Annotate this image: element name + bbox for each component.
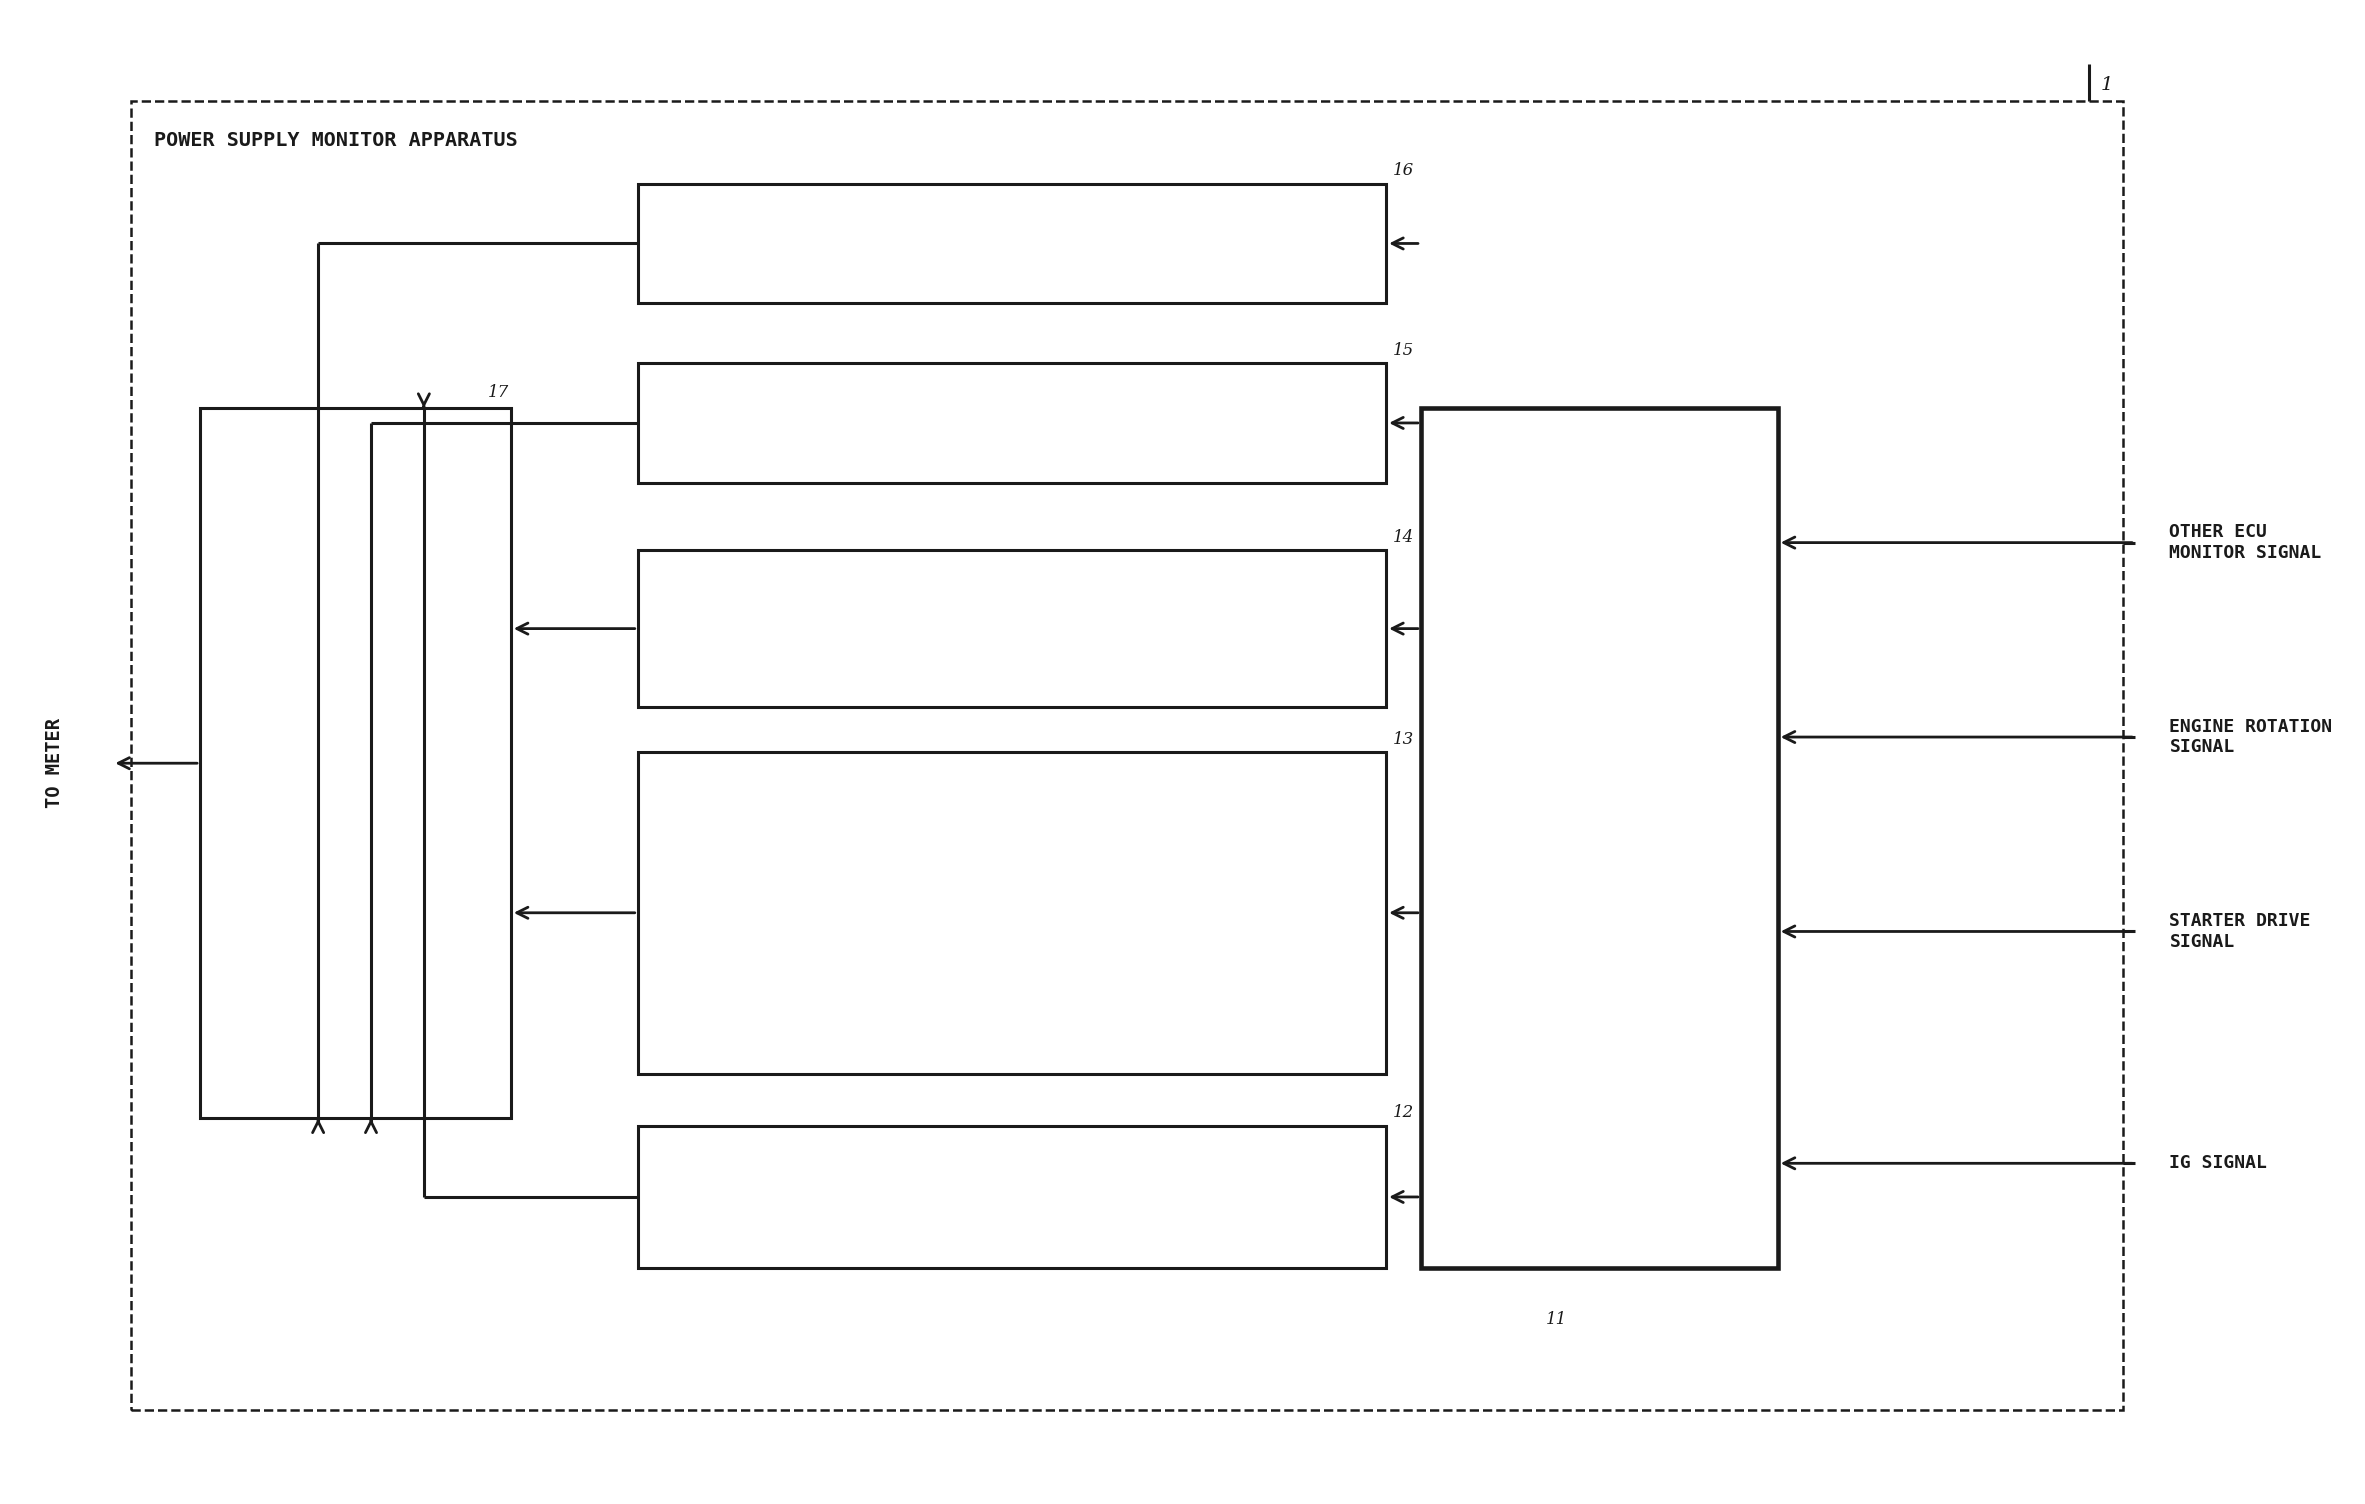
Bar — [639, 362, 1386, 483]
Text: 15: 15 — [1393, 341, 1414, 358]
Bar — [639, 752, 1386, 1074]
Text: BATTERY CAPACITANCE DETECTOR: BATTERY CAPACITANCE DETECTOR — [866, 1188, 1159, 1206]
Text: BATTERY OPEN-CIRCUIT VOLTAGE
DETECTOR: BATTERY OPEN-CIRCUIT VOLTAGE DETECTOR — [866, 609, 1159, 648]
Text: 17: 17 — [487, 384, 508, 400]
Bar — [639, 550, 1386, 707]
Text: BATTERY INTERNAL RESISTANCE
DETECTOR
(THEORETICAL INTERNAL)
(RESISTANCE
(REAL IN: BATTERY INTERNAL RESISTANCE DETECTOR (TH… — [870, 859, 1154, 966]
Text: BATTERY CHANGE DETECTOR: BATTERY CHANGE DETECTOR — [892, 414, 1133, 432]
Text: IG SIGNAL: IG SIGNAL — [2169, 1154, 2268, 1172]
Text: 11: 11 — [1547, 1311, 1568, 1328]
Text: BATTERY DEGENERATION DETECTOR: BATTERY DEGENERATION DETECTOR — [861, 235, 1164, 253]
Text: ENGINE ROTATION
SIGNAL: ENGINE ROTATION SIGNAL — [2169, 717, 2332, 757]
Text: OTHER ECU
MONITOR SIGNAL: OTHER ECU MONITOR SIGNAL — [2169, 523, 2322, 562]
Text: POWER SUPPLY MONITOR APPARATUS: POWER SUPPLY MONITOR APPARATUS — [154, 131, 518, 150]
Bar — [639, 183, 1386, 304]
Text: 12: 12 — [1393, 1104, 1414, 1122]
Text: TO METER: TO METER — [45, 719, 64, 808]
Text: 13: 13 — [1393, 731, 1414, 747]
Bar — [201, 408, 511, 1119]
Bar — [130, 101, 2124, 1411]
Text: 16: 16 — [1393, 162, 1414, 179]
Text: 1: 1 — [2100, 75, 2112, 93]
Text: SENSOR
OUTPUT
ACQUISITION
UNIT: SENSOR OUTPUT ACQUISITION UNIT — [1537, 793, 1660, 883]
Text: STARTER DRIVE
SIGNAL: STARTER DRIVE SIGNAL — [2169, 911, 2311, 951]
Bar — [1421, 408, 1778, 1268]
Text: BATTERY
STATE
ANNOUNCING
UNIT: BATTERY STATE ANNOUNCING UNIT — [303, 720, 407, 806]
Text: 14: 14 — [1393, 528, 1414, 546]
Bar — [639, 1126, 1386, 1268]
